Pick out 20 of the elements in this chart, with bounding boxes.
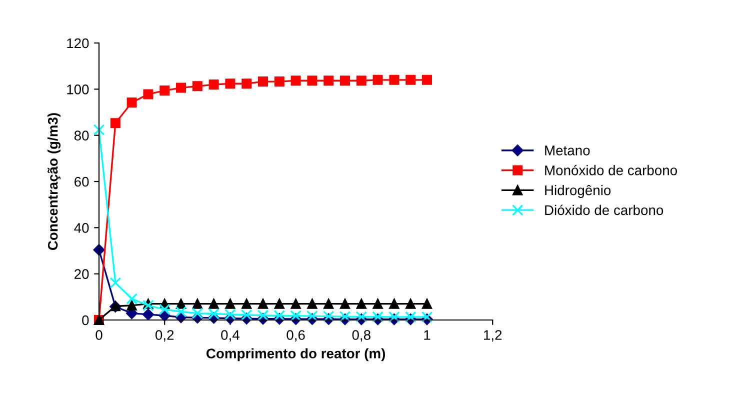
y-tick-label: 60 [74,176,89,187]
y-tick-label: 120 [67,38,89,48]
x-tick-label: 0 [96,330,102,340]
x-tick-label: 0,8 [352,330,370,342]
x-tick-label: 0,4 [221,330,240,342]
legend-label: Dióxido de carbono [545,204,664,216]
x-tick-label: 0,6 [286,330,305,342]
x-axis-title: Comprimento do reator (m) [206,348,386,362]
x-tick-label: 1 [424,330,430,340]
legend-label: Metano [545,146,590,156]
y-tick-label: 0 [82,315,89,326]
y-axis-title: Concentração (g/m3) [48,113,61,250]
y-tick-label: 80 [74,130,89,141]
x-tick-label: 1,2 [484,330,502,342]
y-tick-label: 40 [74,223,89,233]
y-tick-label: 20 [74,269,89,280]
legend-label: Hidrogênio [545,184,611,198]
x-tick-label: 0,2 [155,330,174,342]
legend-label: Monóxido de carbono [545,164,677,176]
y-tick-label: 100 [67,84,89,94]
